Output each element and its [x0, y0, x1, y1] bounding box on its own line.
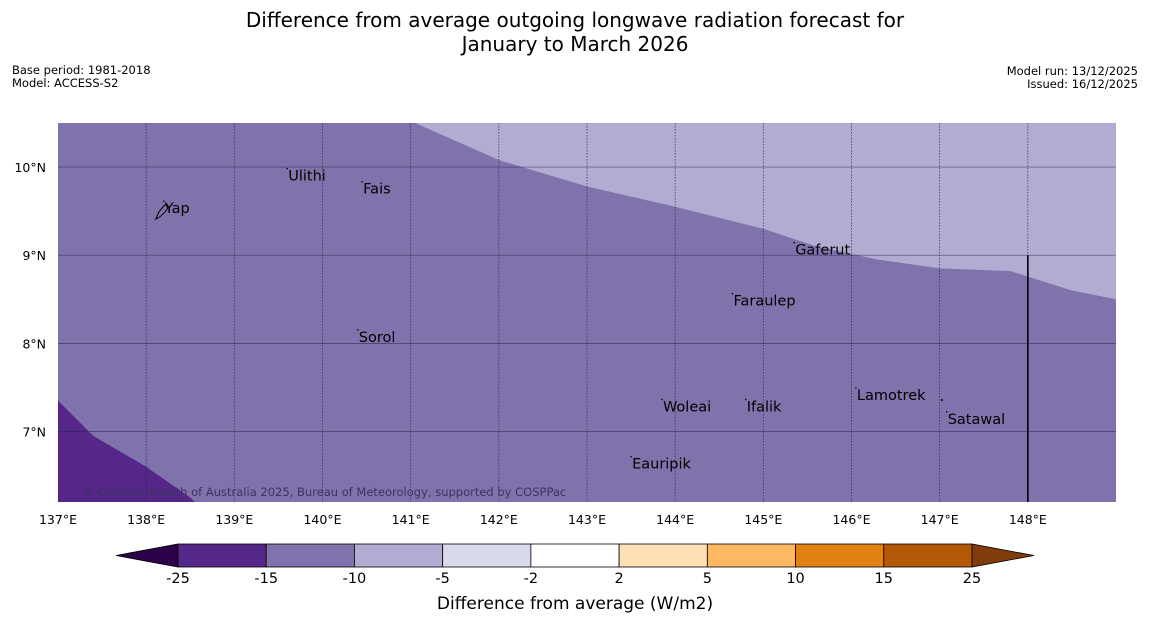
chart-title: Difference from average outgoing longwav… [0, 8, 1150, 56]
island-dot [163, 200, 165, 202]
island-dot [286, 167, 289, 170]
copyright-note: © Commonwealth of Australia 2025, Bureau… [82, 485, 566, 499]
place-label-yap: Yap [164, 201, 190, 217]
colorbar-segment [177, 543, 267, 568]
lat-tick-label: 8°N [22, 336, 46, 351]
map-plot: Yap Ulithi Fais Gaferut Faraulep Sorol Lamotre… [58, 123, 1117, 502]
island-dot [361, 180, 363, 183]
lat-tick-label: 10°N [14, 160, 46, 175]
lat-tick-label: 7°N [22, 424, 46, 439]
colorbar-tick-label: 5 [703, 571, 712, 587]
island-dot [661, 398, 663, 401]
colorbar-tick-label: -25 [166, 571, 190, 587]
model-run: Model run: 13/12/2025 [1006, 64, 1138, 78]
colorbar-segment [883, 543, 973, 568]
lon-tick-label: 142°E [480, 512, 518, 527]
lon-tick-label: 138°E [127, 512, 165, 527]
place-label-faraulep: Faraulep [733, 294, 795, 310]
colorbar-tick-label: 25 [963, 571, 981, 587]
title-line-1: Difference from average outgoing longwav… [245, 8, 905, 32]
place-label-satawal: Satawal [948, 412, 1005, 428]
place-label-fais: Fais [363, 182, 390, 198]
colorbar-segment [265, 543, 355, 568]
colorbar-tick-label: 10 [786, 571, 804, 587]
colorbar-segment [442, 543, 532, 568]
lon-tick-label: 137°E [39, 512, 77, 527]
meta-left: Base period: 1981-2018 Model: ACCESS-S2 [12, 64, 151, 90]
colorbar: -25 -15 -10 -5 -2 2 5 10 15 25 [115, 543, 1035, 587]
place-label-ulithi: Ulithi [288, 169, 326, 185]
issued-date: Issued: 16/12/2025 [1027, 77, 1138, 91]
lon-tick-label: 144°E [656, 512, 694, 527]
lat-tick-label: 9°N [22, 248, 46, 263]
island-dot [356, 329, 359, 331]
colorbar-segment [706, 543, 796, 568]
colorbar-tick-label: -5 [435, 571, 449, 587]
title-line-2: January to March 2026 [461, 32, 689, 56]
place-label-sorol: Sorol [359, 330, 396, 346]
lon-tick-label: 146°E [832, 512, 870, 527]
lon-tick-label: 147°E [921, 512, 959, 527]
place-label-lamotrek: Lamotrek [857, 388, 926, 404]
colorbar-tick-label: -10 [343, 571, 367, 587]
island-dot [940, 398, 943, 401]
lon-tick-label: 141°E [392, 512, 430, 527]
island-dot [945, 410, 948, 413]
lon-tick-label: 148°E [1009, 512, 1047, 527]
colorbar-segment [354, 543, 444, 568]
colorbar-tick-label: 2 [614, 571, 623, 587]
colorbar-tick-label: -2 [524, 571, 538, 587]
colorbar-extend-low [115, 543, 179, 568]
lon-tick-label: 143°E [568, 512, 606, 527]
place-label-gaferut: Gaferut [795, 243, 850, 259]
colorbar-segment [618, 543, 708, 568]
base-period: Base period: 1981-2018 [12, 63, 151, 77]
place-label-woleai: Woleai [663, 399, 711, 415]
model-name: Model: ACCESS-S2 [12, 76, 119, 90]
colorbar-segment [795, 543, 885, 568]
island-dot [630, 455, 632, 458]
place-label-eauripik: Eauripik [632, 457, 691, 473]
colorbar-tick-label: 15 [875, 571, 893, 587]
colorbar-extend-high [971, 543, 1035, 568]
island-dot [744, 398, 747, 401]
lon-tick-label: 140°E [303, 512, 341, 527]
place-label-ifalik: Ifalik [747, 399, 782, 415]
colorbar-label: Difference from average (W/m2) [436, 594, 714, 614]
island-dot [855, 387, 857, 389]
colorbar-segment [530, 543, 620, 568]
yap-island-shape [154, 203, 169, 221]
anomaly-region-southwest [58, 400, 195, 502]
meta-right: Model run: 13/12/2025 Issued: 16/12/2025 [1007, 65, 1138, 91]
lon-tick-label: 145°E [744, 512, 782, 527]
lon-tick-label: 139°E [215, 512, 253, 527]
island-dot [793, 241, 795, 244]
colorbar-tick-label: -15 [254, 571, 278, 587]
island-dot [731, 292, 734, 295]
